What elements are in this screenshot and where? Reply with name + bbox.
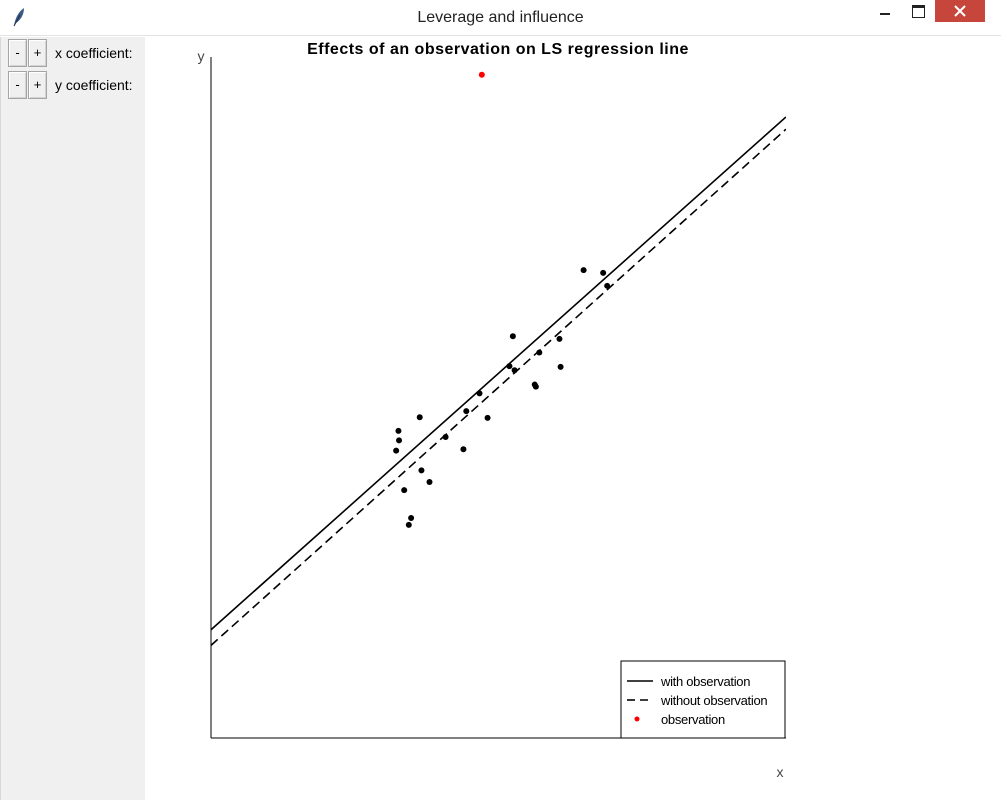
feather-icon [13, 8, 24, 27]
legend-symbol [634, 716, 640, 722]
legend-label: without observation [660, 693, 767, 708]
data-point [396, 437, 403, 444]
regression-line-with-observation [211, 116, 786, 631]
legend-box [620, 660, 786, 739]
maximize-button[interactable] [903, 0, 933, 22]
x-coefficient-label: x coefficient: [55, 45, 133, 61]
y-coefficient-decrease-button[interactable]: - [8, 71, 27, 99]
chart-title: Effects of an observation on LS regressi… [307, 41, 689, 58]
data-point [463, 408, 470, 415]
data-point [484, 414, 491, 421]
data-point [536, 349, 543, 356]
close-icon [954, 5, 966, 17]
window-title: Leverage and influence [417, 9, 584, 26]
regression-lines [211, 116, 786, 646]
control-panel: - + x coefficient: - + y coefficient: [0, 37, 145, 800]
data-point [556, 335, 563, 342]
data-point [532, 383, 539, 390]
y-coefficient-label: y coefficient: [55, 77, 133, 93]
data-point [506, 363, 513, 370]
data-point [511, 367, 518, 374]
data-point [442, 433, 449, 440]
data-point [416, 414, 423, 421]
x-coefficient-increase-button[interactable]: + [28, 39, 47, 67]
regression-line-without-observation [211, 128, 786, 646]
data-point [604, 282, 611, 289]
data-point [393, 447, 400, 454]
observation-point[interactable] [478, 71, 485, 78]
plot-canvas[interactable]: Effects of an observation on LS regressi… [145, 37, 1001, 800]
y-coefficient-increase-button[interactable]: + [28, 71, 47, 99]
data-point [557, 363, 564, 370]
x-coefficient-decrease-button[interactable]: - [8, 39, 27, 67]
close-button[interactable] [935, 0, 985, 22]
data-point [426, 478, 433, 485]
chart-legend: with observation without observation obser… [620, 660, 786, 739]
title-bar: Leverage and influence [0, 0, 1001, 36]
regression-chart: Effects of an observation on LS regressi… [198, 41, 786, 780]
data-point [476, 390, 483, 397]
minimize-button[interactable] [870, 0, 900, 22]
data-point [405, 521, 412, 528]
y-axis-label: y [198, 48, 205, 64]
data-point [401, 487, 408, 494]
data-point [600, 269, 607, 276]
data-points [393, 71, 611, 528]
data-point [460, 446, 467, 453]
legend-label: observation [661, 712, 725, 727]
data-point [395, 427, 402, 434]
x-axis-label: x [777, 764, 784, 780]
data-point [418, 467, 425, 474]
legend-label: with observation [660, 674, 750, 689]
data-point [580, 267, 587, 274]
data-point [408, 515, 415, 522]
data-point [509, 333, 516, 340]
